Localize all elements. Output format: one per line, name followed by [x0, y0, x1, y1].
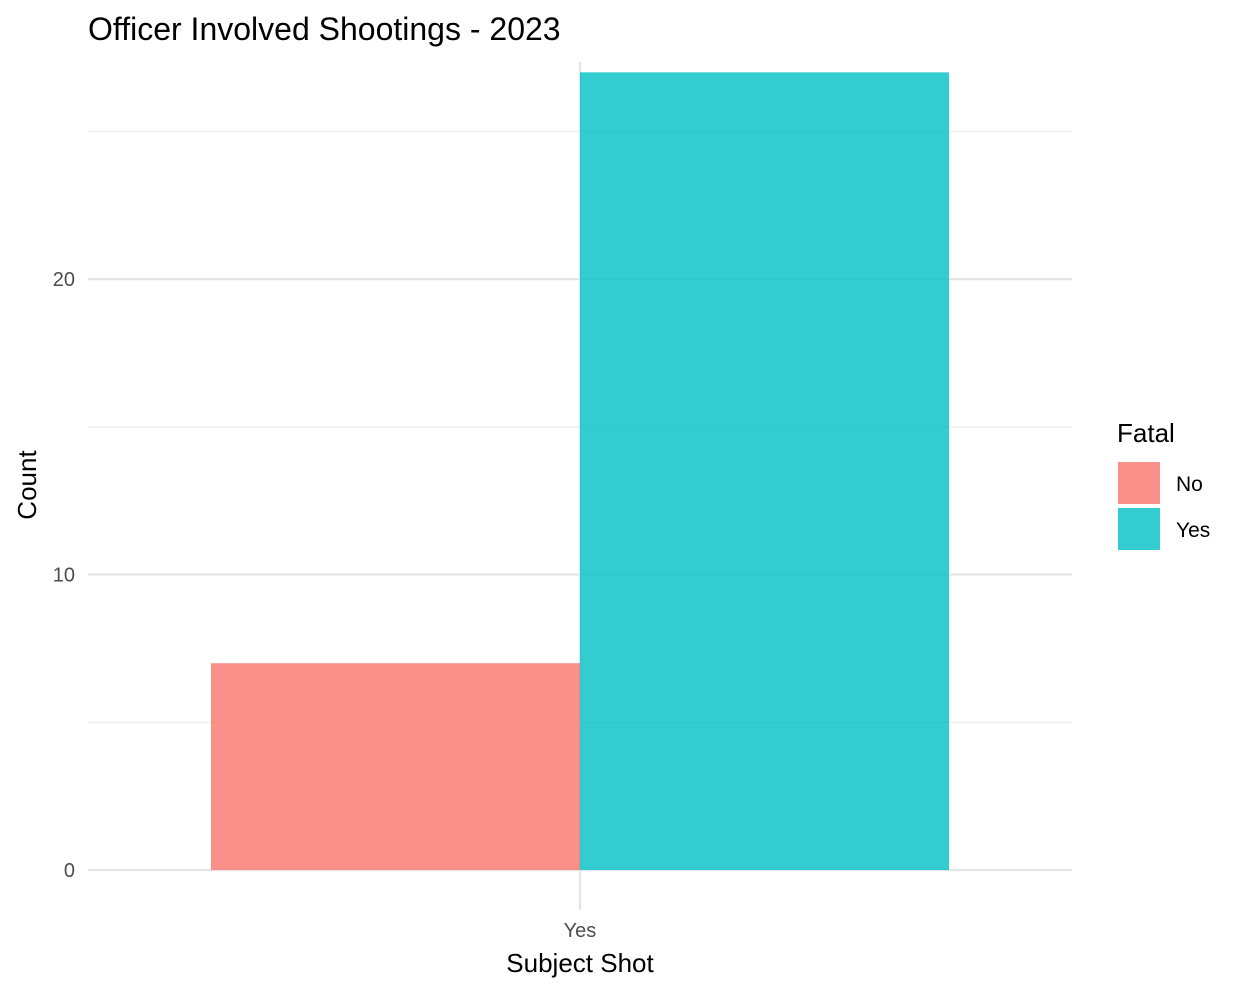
legend-label-no: No [1176, 473, 1203, 496]
legend-title: Fatal [1117, 418, 1175, 448]
legend: Fatal No Yes [1117, 418, 1210, 550]
bar-yes [580, 72, 949, 871]
y-tick-label: 20 [53, 269, 75, 291]
y-tick-label: 10 [53, 565, 75, 587]
bar-no [211, 663, 580, 870]
bars [211, 72, 949, 871]
legend-key-no [1118, 462, 1160, 504]
legend-label-yes: Yes [1176, 519, 1210, 542]
y-tick-label: 0 [64, 860, 75, 882]
axis-ticks: 0 10 20 Yes [53, 269, 597, 942]
legend-key-yes [1118, 508, 1160, 550]
x-axis-title: Subject Shot [506, 948, 654, 978]
chart-title: Officer Involved Shootings - 2023 [88, 11, 561, 47]
legend-items: No Yes [1118, 462, 1210, 550]
y-axis-title: Count [12, 450, 42, 520]
x-tick-label: Yes [564, 920, 597, 942]
